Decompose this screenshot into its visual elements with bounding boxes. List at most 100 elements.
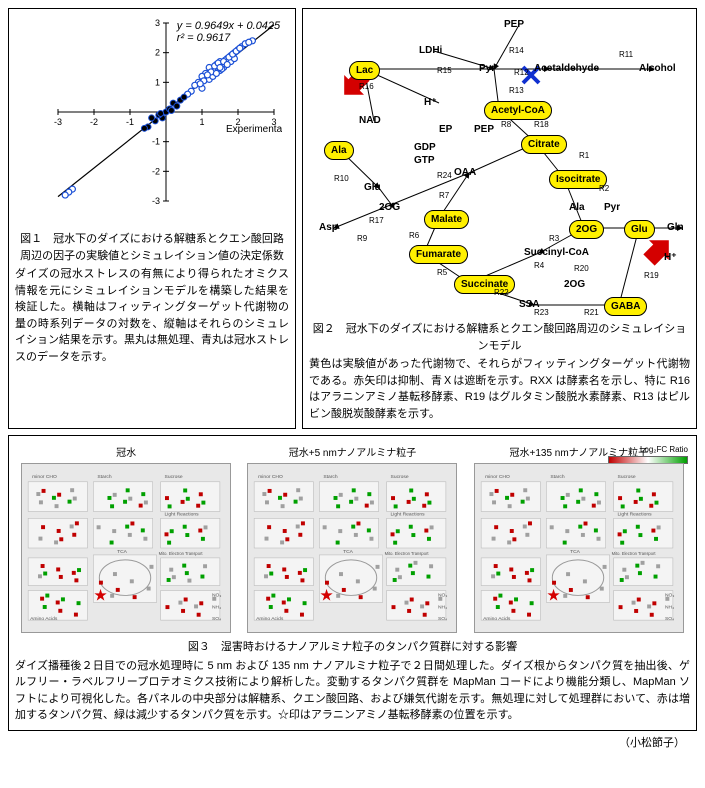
fig3-map-title: 冠水 [21,446,231,461]
fig3-legend-label: Log₂FC Ratio [608,444,688,456]
fig2-caption-body: 黄色は実験値があった代謝物で、それらがフィッティングターゲット代謝物である。赤矢… [309,356,690,422]
fig2-rlabel: R8 [501,119,511,131]
fig2-rlabel: R14 [509,45,524,57]
fig2-node-2og1: 2OG [379,200,400,215]
svg-text:NH₄: NH₄ [212,604,221,610]
fig3-map-panel-2: 冠水+135 nmナノアルミナ粒子minor CHOStarchSucroseL… [474,446,684,633]
fig3-map-title: 冠水+5 nmナノアルミナ粒子 [247,446,457,461]
fig2-caption-title: 図２ 冠水下のダイズにおける解糖系とクエン酸回路周辺のシミュレイションモデル [309,321,690,354]
fig2-rlabel: R9 [357,233,367,245]
author-credit: （小松節子） [8,735,697,752]
fig2-rlabel: R7 [439,190,449,202]
svg-text:TCA: TCA [344,549,355,555]
svg-text:TCA: TCA [117,549,128,555]
svg-text:NO₃: NO₃ [212,592,221,598]
fig1-caption-title: 図１ 冠水下のダイズにおける解糖系とクエン酸回路周辺の因子の実験値とシミュレイシ… [15,231,289,264]
svg-text:2: 2 [155,48,160,58]
svg-text:TCA: TCA [570,549,581,555]
svg-text:1: 1 [199,117,204,127]
fig2-node-glu2: Glu [624,220,655,239]
fig2-node-pep: PEP [504,17,524,32]
fig2-rlabel: R17 [369,215,384,227]
svg-text:minor CHO: minor CHO [259,474,284,480]
fig2-rlabel: R21 [584,307,599,319]
svg-text:minor CHO: minor CHO [32,474,57,480]
fig3-caption-body: ダイズ播種後２日目での冠水処理時に 5 nm および 135 nm ナノアルミナ… [15,658,690,724]
fig1-caption-body: ダイズの冠水ストレスの有無により得られたオミクス情報を元にシミュレイションモデル… [15,266,289,365]
fig2-rlabel: R16 [359,81,374,93]
fig2-node-gaba: GABA [604,297,647,316]
svg-text:-1: -1 [126,117,134,127]
fig2-rlabel: R10 [334,173,349,185]
svg-text:SO₄: SO₄ [212,616,221,622]
fig2-rlabel: R2 [599,183,609,195]
fig2-node-hplus: H⁺ [424,95,437,110]
svg-text:Amino Acids: Amino Acids [30,616,58,622]
fig2-node-pyr: Pyr [479,61,495,76]
svg-text:1: 1 [155,77,160,87]
svg-text:Experimental observation: Experimental observation [226,124,282,135]
fig2-node-fum: Fumarate [409,245,468,264]
svg-text:SO₄: SO₄ [438,616,447,622]
svg-text:Light Reactions: Light Reactions [165,511,200,517]
fig2-node-ala2: Ala [569,200,585,215]
svg-text:NO₃: NO₃ [665,592,674,598]
svg-text:★: ★ [320,587,334,604]
figure-1-panel: -3-2-1123-3-2-1123Experimental observati… [8,8,296,429]
fig2-rlabel: R1 [579,150,589,162]
svg-text:3: 3 [155,18,160,28]
fig2-node-gtp: GTP [414,153,435,168]
fig2-node-glu: Glu [364,180,381,195]
fig2-node-accoa: Acetyl-CoA [484,101,552,120]
svg-text:-3: -3 [54,117,62,127]
fig2-rlabel: R4 [534,260,544,272]
svg-text:Amino Acids: Amino Acids [257,616,285,622]
fig2-node-malate: Malate [424,210,469,229]
fig2-pathway-diagram: PEPLDHiLacPyrAcetaldehydeAlcoholH⁺NADAce… [309,15,690,315]
fig2-rlabel: R15 [437,65,452,77]
fig2-rlabel: R11 [619,49,633,61]
svg-text:Mito. Electron Transport: Mito. Electron Transport [385,551,430,556]
fig2-node-ldhi: LDHi [419,43,442,58]
fig3-map-panel-1: 冠水+5 nmナノアルミナ粒子minor CHOStarchSucroseLig… [247,446,457,633]
fig1-svg: -3-2-1123-3-2-1123Experimental observati… [22,15,282,225]
figure-3-panel: Log₂FC Ratio -3 0 3 冠水minor CHOStarchSuc… [8,435,697,731]
svg-text:NH₄: NH₄ [665,604,674,610]
svg-text:-2: -2 [90,117,98,127]
fig2-node-2og2: 2OG [564,277,585,292]
svg-text:★: ★ [546,587,560,604]
fig2-node-pep2: PEP [474,122,494,137]
fig2-rlabel: R20 [574,263,589,275]
fig3-mapman-image: minor CHOStarchSucroseLight ReactionsTCA… [21,463,231,633]
fig2-node-lac: Lac [349,61,380,80]
svg-text:SO₄: SO₄ [665,616,674,622]
fig2-rlabel: R5 [437,267,447,279]
fig2-node-ep: EP [439,122,452,137]
fig3-map-panel-0: 冠水minor CHOStarchSucroseLight ReactionsT… [21,446,231,633]
fig2-rlabel: R13 [509,85,524,97]
svg-text:Light Reactions: Light Reactions [391,511,426,517]
svg-text:-1: -1 [152,137,160,147]
svg-text:NO₃: NO₃ [438,592,447,598]
fig2-node-gln: Gln [667,220,684,235]
fig2-rlabel: R3 [549,233,559,245]
fig2-rlabel: R22 [494,287,509,299]
fig2-node-asp: Asp [319,220,338,235]
fig3-caption-title: 図３ 湿害時おけるナノアルミナ粒子のタンパク質群に対する影響 [15,639,690,656]
fig3-mapman-image: minor CHOStarchSucroseLight ReactionsTCA… [247,463,457,633]
svg-text:r² = 0.9617: r² = 0.9617 [177,32,231,44]
fig2-rlabel: R18 [534,119,549,131]
svg-text:-3: -3 [152,196,160,206]
svg-text:y = 0.9649x + 0.0425: y = 0.9649x + 0.0425 [176,20,281,32]
svg-text:Mito. Electron Transport: Mito. Electron Transport [611,551,656,556]
fig2-rlabel: R23 [534,307,549,319]
fig2-node-2ogc: 2OG [569,220,604,239]
svg-text:Sucrose: Sucrose [391,474,409,480]
fig2-node-succoa: Succinyl-CoA [524,245,589,260]
svg-text:Starch: Starch [550,474,565,480]
svg-text:Starch: Starch [97,474,112,480]
fig2-node-nad: NAD [359,113,381,128]
fig2-node-acet: Acetaldehyde [534,61,599,76]
svg-text:minor CHO: minor CHO [485,474,510,480]
figure-2-panel: PEPLDHiLacPyrAcetaldehydeAlcoholH⁺NADAce… [302,8,697,429]
